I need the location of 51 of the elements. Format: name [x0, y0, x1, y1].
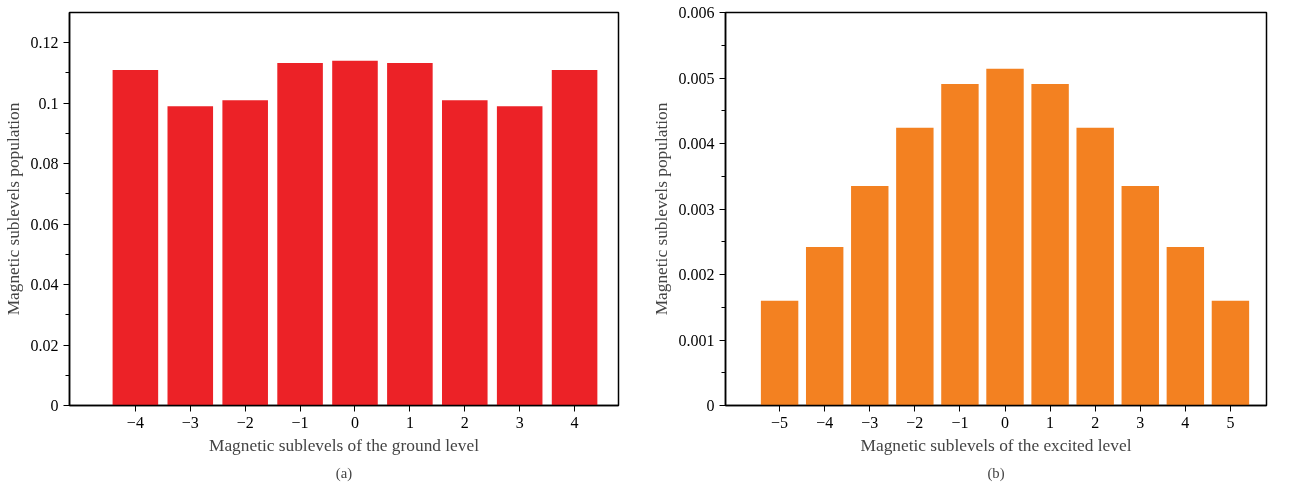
x-tick-label: 4 [570, 413, 579, 431]
y-tick-label: 0.04 [30, 276, 59, 294]
y-tick-label: 0 [706, 397, 715, 414]
y-tick-label: 0.06 [30, 215, 59, 233]
bar [941, 83, 979, 406]
y-tick-label: 0.001 [678, 331, 715, 349]
y-axis-title: Magnetic sublevels population [651, 102, 671, 316]
x-tick-label: 0 [350, 413, 359, 431]
x-tick-label: −2 [906, 413, 924, 431]
y-tick-label: 0.004 [678, 135, 715, 152]
bar [1211, 300, 1250, 406]
x-tick-label: −5 [771, 413, 789, 431]
x-tick-label: 4 [1181, 413, 1190, 431]
bar [1076, 127, 1114, 406]
y-tick-label: 0.003 [678, 200, 715, 218]
x-tick-label: −4 [126, 413, 144, 431]
bar [1031, 83, 1069, 406]
y-axis-title: Magnetic sublevels population [3, 102, 23, 316]
x-tick-label: 2 [1091, 413, 1100, 431]
bar [1166, 246, 1205, 406]
bar [896, 127, 934, 406]
x-tick-label: 2 [460, 413, 469, 431]
bar [851, 186, 889, 406]
text: (b) [987, 464, 1005, 482]
bar [760, 300, 799, 406]
y-tick-label: 0.005 [678, 69, 715, 87]
bar [986, 68, 1024, 406]
x-tick-label: 3 [1136, 413, 1145, 431]
y-tick-label: 0.002 [678, 266, 715, 283]
x-tick-label: −3 [861, 413, 879, 431]
x-tick-label: 0 [1001, 413, 1010, 431]
x-tick-label: −3 [181, 413, 199, 431]
y-tick-label: 0.02 [30, 336, 59, 354]
x-tick-label: 5 [1226, 413, 1235, 431]
text: (a) [335, 464, 353, 482]
y-tick-label: 0.006 [678, 4, 715, 21]
y-tick-label: 0.1 [38, 94, 59, 112]
x-tick-label: 1 [1046, 413, 1055, 431]
x-tick-label: −1 [951, 413, 969, 431]
y-tick-label: 0 [50, 397, 59, 414]
x-tick-label: −2 [236, 413, 254, 431]
x-axis-title: Magnetic sublevels of the excited level [860, 435, 1132, 455]
y-tick-label: 0.08 [30, 155, 59, 173]
bar [1121, 186, 1159, 406]
bar [805, 246, 844, 406]
x-tick-label: 1 [405, 413, 414, 431]
y-tick-label: 0.12 [30, 34, 59, 52]
x-tick-label: 3 [515, 413, 524, 431]
x-tick-label: −4 [816, 413, 834, 431]
x-tick-label: −1 [291, 413, 309, 431]
x-axis-title: Magnetic sublevels of the ground level [209, 435, 480, 455]
